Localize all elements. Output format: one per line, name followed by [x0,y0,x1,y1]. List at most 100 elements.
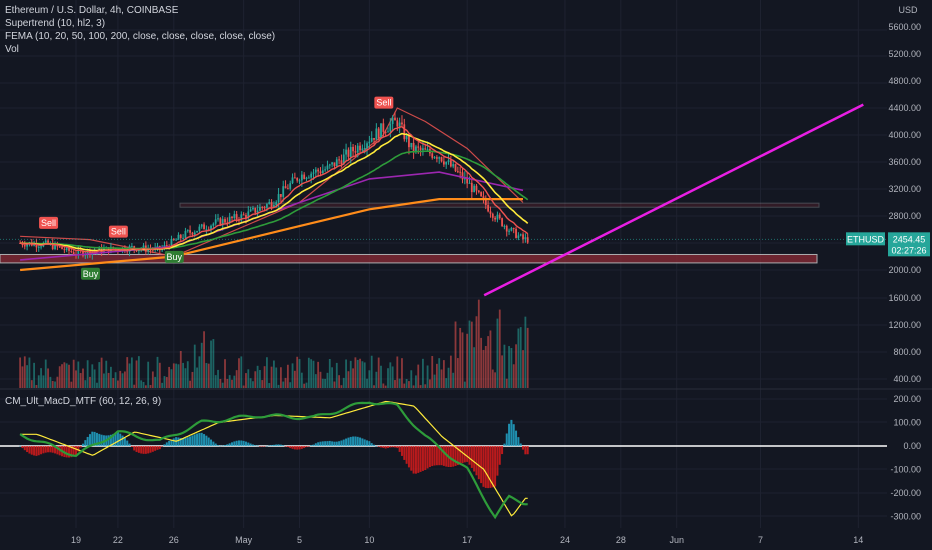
candle-body [282,186,285,197]
indicator-supertrend[interactable]: Supertrend (10, hl2, 3) [5,18,106,29]
candle-body [370,138,373,142]
candle-body [207,229,210,231]
candle-body [284,186,287,189]
macd-histogram-bar [454,446,457,466]
macd-histogram-bar [244,441,247,446]
macd-histogram-bar [282,445,285,446]
volume-bar [375,371,378,388]
candle-body [449,160,452,167]
volume-bar [326,372,329,388]
price-tick-label: 4000.00 [888,130,921,140]
volume-bar [231,379,233,388]
macd-histogram-bar [421,446,424,471]
macd-histogram-bar [391,446,394,448]
macd-histogram-bar [84,440,87,446]
volume-bar [147,361,150,388]
candle-body [461,172,464,180]
candle-body [484,198,487,206]
candle-body [189,230,191,233]
candle-body [191,232,194,235]
time-tick-label: May [235,535,253,545]
candle-body [142,245,145,249]
macd-histogram-bar [442,446,445,466]
volume-bar [438,358,441,388]
macd-histogram-bar [249,443,252,446]
macd-histogram-bar [95,432,98,446]
candle-body [333,162,336,167]
volume-bar [193,344,196,388]
macd-histogram-bar [126,440,129,446]
volume-bar [307,357,310,388]
candle-body [252,207,254,210]
candle-body [203,224,205,230]
candle-body [205,229,208,231]
time-tick-label: 17 [462,535,472,545]
volume-bar [249,378,252,388]
symbol-tag-label: ETHUSD [847,234,885,244]
macd-histogram-bar [321,441,324,446]
horizontal-zones[interactable] [0,202,820,264]
volume-bar [105,360,108,388]
volume-bar [175,363,178,388]
candle-body [310,173,313,178]
volume-bar [259,370,261,388]
candle-body [487,205,490,212]
candle-body [291,177,294,184]
indicator-vol[interactable]: Vol [5,44,19,55]
volume-bar [165,376,168,388]
macd-histogram-bar [482,446,485,487]
volume-bar [298,359,301,388]
macd-histogram-bar [224,445,227,446]
macd-histogram-bar [37,446,40,456]
time-tick-label: 14 [853,535,863,545]
indicator-fema[interactable]: FEMA (10, 20, 50, 100, 200, close, close… [5,31,276,42]
volume-bar [445,378,448,388]
macd-histogram-bar [508,423,511,446]
trendline-layer[interactable] [483,103,864,297]
volume-bar [470,321,473,388]
last-price-value: 2454.45 [893,234,926,244]
volume-bar [149,385,152,388]
macd-histogram-bar [517,437,520,446]
time-tick-label: 7 [758,535,763,545]
candle-body [384,131,387,133]
macd-histogram-bar [207,437,210,446]
candle-body [61,246,63,250]
candle-body [196,230,198,233]
candle-body [526,237,529,243]
price-tick-label: 4400.00 [888,103,921,113]
macd-histogram-bar [428,446,431,468]
candle-body [198,226,201,231]
candle-body [63,249,66,251]
candle-body [217,218,219,220]
macd-histogram-bar [35,446,38,456]
volume-bar [508,346,510,388]
candle-body [137,249,140,252]
time-tick-label: 24 [560,535,570,545]
indicator-macd[interactable]: CM_Ult_MacD_MTF (60, 12, 26, 9) [5,396,162,407]
macd-histogram-bar [354,436,357,446]
volume-bar [303,383,306,388]
macd-histogram-bar [438,446,441,466]
signal-label: Buy [83,269,99,279]
candle-body [256,210,259,213]
volume-bar [473,347,476,388]
macd-histogram-bar [424,446,427,471]
candle-body [254,207,257,213]
candle-body [37,246,40,248]
macd-histogram-bar [510,419,513,446]
volume-bar [219,378,222,388]
volume-bar [191,371,194,388]
volume-bar [63,362,66,388]
macd-histogram-bar [398,446,401,452]
volume-bar [361,361,364,388]
candle-body [186,230,189,232]
macd-histogram-bar [512,424,515,446]
candle-body [440,157,443,162]
macd-histogram-bar [400,446,403,456]
macd-histogram-bar [77,446,80,452]
candle-body [501,218,503,227]
macd-histogram-bar [459,446,462,465]
macd-tick-label: 100.00 [893,418,921,428]
